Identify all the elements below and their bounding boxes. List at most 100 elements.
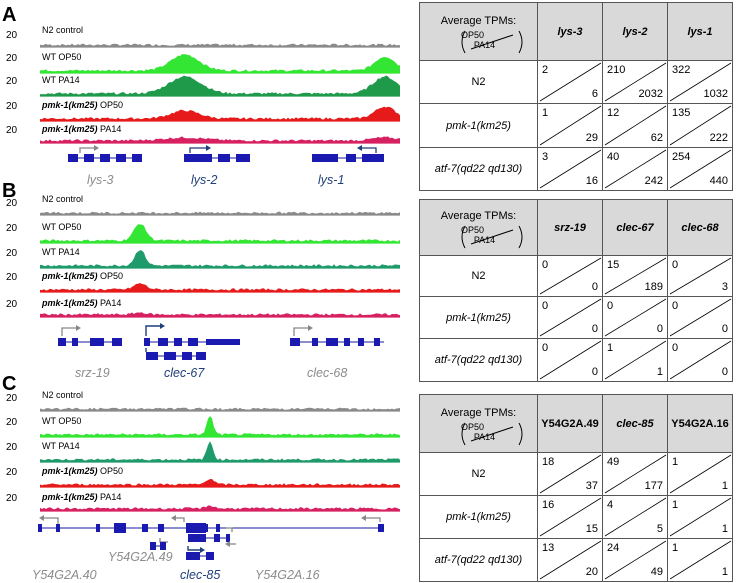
track-scale: 20 bbox=[6, 76, 18, 87]
track-b-4: 20 pmk-1(km25) PA14 bbox=[0, 298, 400, 318]
coverage-track-pmk1-op50 bbox=[40, 479, 400, 488]
track-scale: 20 bbox=[6, 223, 18, 234]
ratio-cell: 16 15 bbox=[537, 495, 603, 539]
ratio-cell: 49 177 bbox=[602, 452, 668, 496]
coverage-area bbox=[40, 312, 400, 317]
column-header: Y54G2A.49 bbox=[537, 394, 603, 453]
coverage-area bbox=[40, 211, 400, 215]
row-header: atf-7(qd22 qd130) bbox=[419, 147, 538, 191]
coverage-track-wt-op50 bbox=[40, 224, 400, 244]
ratio-cell: 135 222 bbox=[667, 103, 733, 148]
coverage-track-n2-control bbox=[40, 211, 400, 216]
ratio-cell: 13 20 bbox=[537, 538, 603, 582]
gene-label-y54g2a-16: Y54G2A.16 bbox=[255, 568, 320, 582]
track-scale: 20 bbox=[6, 467, 18, 478]
gene-label-clec-67: clec-67 bbox=[164, 366, 205, 380]
gene-label-clec-85: clec-85 bbox=[180, 568, 221, 582]
gene-model-diagram bbox=[58, 323, 384, 360]
row-header: atf-7(qd22 qd130) bbox=[419, 538, 538, 582]
track-label: WT OP50 bbox=[42, 416, 82, 426]
coverage-area bbox=[40, 441, 400, 462]
track-b-0: 20 N2 control bbox=[0, 194, 400, 216]
panel-letter-a: A bbox=[2, 4, 17, 26]
panel-letter-c: C bbox=[2, 373, 17, 395]
track-a-2: 20 WT PA14 bbox=[0, 75, 400, 97]
coverage-area bbox=[40, 416, 400, 437]
coverage-area bbox=[40, 75, 400, 96]
panel-letter-b: B bbox=[2, 180, 17, 202]
table-title: Average TPMs: bbox=[440, 15, 517, 27]
ratio-cell: 210 2032 bbox=[602, 60, 668, 104]
ratio-cell: 40 242 bbox=[602, 147, 668, 191]
coverage-track-pmk1-pa14 bbox=[40, 136, 400, 144]
coverage-area bbox=[40, 250, 400, 268]
track-c-2: 20 WT PA14 bbox=[0, 441, 400, 463]
coverage-area bbox=[40, 407, 400, 411]
row-header: N2 bbox=[419, 60, 538, 104]
ratio-top: OP50 bbox=[460, 422, 484, 432]
gene-models-b: srz-19 clec-67 clec-68 bbox=[0, 322, 400, 380]
track-label: WT PA14 bbox=[42, 75, 80, 85]
ratio-cell: 1 29 bbox=[537, 103, 603, 148]
ratio-cell: 18 37 bbox=[537, 452, 603, 496]
row-header: atf-7(qd22 qd130) bbox=[419, 338, 538, 382]
track-scale: 20 bbox=[6, 299, 18, 310]
coverage-area bbox=[40, 479, 400, 487]
coverage-track-pmk1-pa14 bbox=[40, 312, 400, 318]
track-a-0: 20 N2 control bbox=[0, 25, 400, 48]
track-label: WT OP50 bbox=[42, 52, 82, 62]
coverage-track-n2-control bbox=[40, 407, 400, 412]
ratio-bottom: PA14 bbox=[473, 40, 496, 50]
track-scale: 20 bbox=[6, 101, 18, 112]
coverage-track-pmk1-op50 bbox=[40, 106, 400, 122]
coverage-track-wt-op50 bbox=[40, 416, 400, 438]
ratio-top: OP50 bbox=[460, 30, 484, 40]
ratio-bottom: PA14 bbox=[473, 235, 496, 245]
track-a-3: 20 pmk-1(km25) OP50 bbox=[0, 100, 400, 122]
coverage-track-pmk1-op50 bbox=[40, 283, 400, 293]
ratio-cell: 322 1032 bbox=[667, 60, 733, 104]
ratio-bottom: PA14 bbox=[473, 432, 496, 442]
table-title: Average TPMs: bbox=[440, 210, 517, 222]
tpm-table-c: Average TPMs: OP50 PA14 Y54G2A.49 clec-8… bbox=[419, 394, 733, 582]
track-c-4: 20 pmk-1(km25) PA14 bbox=[0, 492, 400, 512]
ratio-cell: 15 189 bbox=[602, 255, 668, 297]
track-c-3: 20 pmk-1(km25) OP50 bbox=[0, 466, 400, 488]
coverage-area bbox=[40, 43, 400, 47]
track-c-1: 20 WT OP50 bbox=[0, 416, 400, 438]
coverage-area bbox=[40, 283, 400, 292]
track-scale: 20 bbox=[6, 125, 18, 136]
ratio-cell: 12 62 bbox=[602, 103, 668, 148]
column-header: clec-85 bbox=[602, 394, 668, 453]
coverage-area bbox=[40, 106, 400, 121]
track-label: pmk-1(km25) PA14 bbox=[42, 124, 122, 134]
coverage-track-n2-control bbox=[40, 43, 400, 48]
track-scale: 20 bbox=[6, 248, 18, 259]
row-header: N2 bbox=[419, 255, 538, 297]
column-header: clec-67 bbox=[602, 199, 668, 256]
gene-model-diagram bbox=[38, 515, 384, 560]
table-row: atf-7(qd22 qd130) 3 16 40 242 254 440 bbox=[419, 147, 733, 191]
track-label: WT PA14 bbox=[42, 247, 80, 257]
coverage-area bbox=[40, 505, 400, 511]
coverage-area bbox=[40, 224, 400, 243]
gene-label-lys-1: lys-1 bbox=[318, 173, 345, 187]
coverage-track-wt-pa14 bbox=[40, 75, 400, 97]
track-b-3: 20 pmk-1(km25) OP50 bbox=[0, 271, 400, 293]
track-label: pmk-1(km25) PA14 bbox=[42, 298, 122, 308]
column-header: lys-1 bbox=[667, 2, 733, 61]
